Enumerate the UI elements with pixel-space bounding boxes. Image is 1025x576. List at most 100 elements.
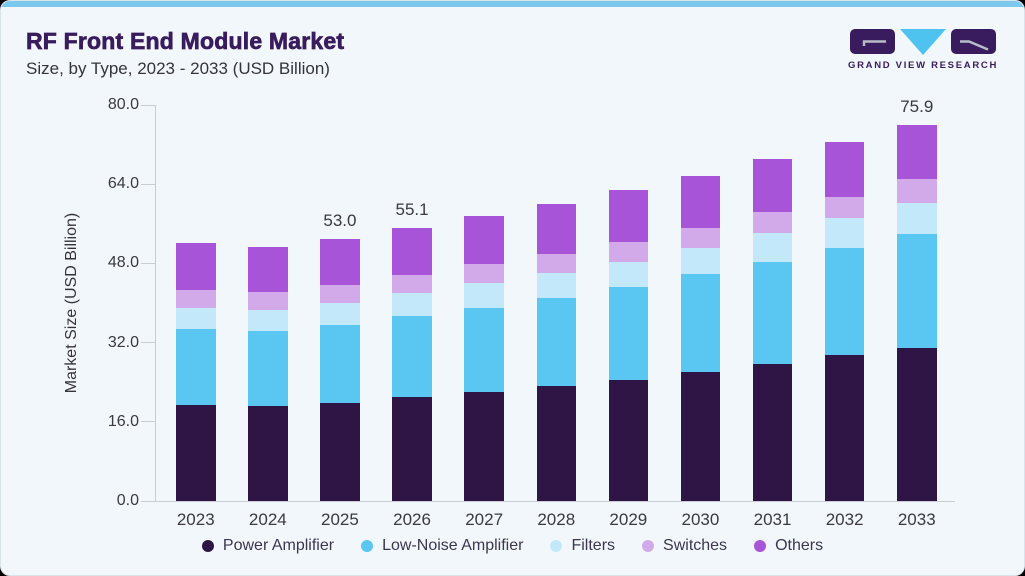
bar-segment-2033-low-noise-amplifier[interactable] [897,234,937,348]
bar-segment-2024-switches[interactable] [248,292,288,311]
bar-segment-2031-others[interactable] [752,159,793,212]
bar-segment-2026-low-noise-amplifier[interactable] [392,316,432,398]
bar-segment-2031-switches[interactable] [752,211,793,234]
legend-item-low-noise-amplifier[interactable]: Low-Noise Amplifier [361,537,523,555]
gvr-logo-text: GRAND VIEW RESEARCH [848,60,999,71]
bar-segment-2029-switches[interactable] [608,241,649,262]
legend-label-switches: Switches [663,537,728,554]
header: RF Front End Module Market Size, by Type… [26,28,345,79]
bar-segment-2023-switches[interactable] [176,290,216,309]
chart-legend: Power Amplifier Low-Noise Amplifier Filter… [1,537,1024,555]
y-tick-label-64.0: 64.0 [107,175,139,193]
x-tick-label-2023: 2023 [176,510,215,529]
legend-dot-power-amplifier [201,540,214,552]
y-tick-label-48.0: 48.0 [107,254,139,272]
legend-label-filters: Filters [571,537,616,554]
bar-segment-2028-others[interactable] [536,203,576,254]
bar-segment-2027-power-amplifier[interactable] [464,391,504,501]
bar-segment-2028-power-amplifier[interactable] [536,385,576,501]
gvr-logo[interactable]: GRAND VIEW RESEARCH [848,28,998,71]
y-tick-label-32.0: 32.0 [107,333,139,351]
bar-segment-2026-others[interactable] [392,228,432,276]
bar-segment-2033-filters[interactable] [897,203,937,235]
y-tick-mark-16.0 [141,421,155,423]
bar-segment-2031-power-amplifier[interactable] [752,364,793,501]
y-axis-title: Market Size (USD Billion) [63,212,80,394]
x-tick-label-2027: 2027 [465,510,504,529]
bar-segment-2023-filters[interactable] [176,308,216,330]
y-tick-mark-0.0 [141,500,155,502]
x-tick-label-2024: 2024 [248,510,287,529]
legend-item-switches[interactable]: Switches [642,537,727,555]
bar-segment-2027-filters[interactable] [464,283,504,308]
bar-segment-2033-switches[interactable] [897,179,937,204]
bar-segment-2029-power-amplifier[interactable] [608,379,649,501]
legend-item-power-amplifier[interactable]: Power Amplifier [201,537,335,555]
bar-segment-2026-power-amplifier[interactable] [392,397,432,501]
legend-label-others: Others [775,537,824,554]
legend-dot-switches [642,540,655,552]
bar-segment-2027-others[interactable] [464,216,504,265]
bar-segment-2030-power-amplifier[interactable] [680,371,721,501]
bar-segment-2033-power-amplifier[interactable] [897,347,937,501]
bar-segment-2023-power-amplifier[interactable] [176,405,216,501]
bar-segment-2027-switches[interactable] [464,264,504,284]
bar-segment-2026-filters[interactable] [392,293,432,317]
bar-segment-2030-switches[interactable] [680,227,721,248]
bar-segment-2024-filters[interactable] [248,310,288,332]
x-tick-label-2026: 2026 [393,510,431,529]
bar-segment-2028-filters[interactable] [536,272,576,298]
bar-segment-2032-low-noise-amplifier[interactable] [824,247,865,356]
bar-segment-2027-low-noise-amplifier[interactable] [464,307,504,392]
y-tick-label-16.0: 16.0 [107,412,139,430]
x-tick-label-2031: 2031 [753,510,792,529]
y-tick-label-0.0: 0.0 [116,492,139,509]
y-tick-mark-64.0 [141,183,155,185]
bar-segment-2023-others[interactable] [176,242,216,291]
bar-segment-2024-others[interactable] [248,247,288,293]
bar-segment-2031-low-noise-amplifier[interactable] [752,262,793,365]
y-tick-mark-80.0 [141,104,155,106]
legend-label-low-noise-amplifier: Low-Noise Amplifier [382,537,524,554]
top-accent-bar [1,1,1024,7]
bar-segment-2025-power-amplifier[interactable] [320,403,360,501]
bar-segment-2025-filters[interactable] [320,302,360,325]
gvr-logo-icon [850,29,996,55]
bar-segment-2024-power-amplifier[interactable] [248,406,288,501]
legend-dot-low-noise-amplifier [361,540,374,552]
x-tick-label-2029: 2029 [609,510,648,529]
legend-label-power-amplifier: Power Amplifier [222,537,335,554]
bar-segment-2033-others[interactable] [897,125,937,180]
bar-segment-2028-switches[interactable] [536,253,576,273]
x-tick-label-2030: 2030 [681,510,720,529]
bar-segment-2023-low-noise-amplifier[interactable] [176,329,216,406]
bar-segment-2030-others[interactable] [680,176,721,228]
legend-item-others[interactable]: Others [754,537,823,555]
bar-segment-2030-filters[interactable] [680,247,721,275]
bar-segment-2025-others[interactable] [320,238,360,286]
bar-segment-2032-switches[interactable] [824,197,865,219]
plot-area: 0.0 16.0 32.0 48.0 64.0 80.0 2023 2024 53.0 2025 5… [108,96,955,529]
bar-segment-2031-filters[interactable] [752,233,793,263]
bar-segment-2032-others[interactable] [824,142,865,198]
bar-segment-2029-filters[interactable] [608,261,649,288]
bar-segment-2025-switches[interactable] [320,285,360,303]
bar-segment-2029-others[interactable] [608,190,649,242]
legend-dot-filters [550,540,563,552]
bar-segment-2025-low-noise-amplifier[interactable] [320,324,360,403]
bar-segment-2026-switches[interactable] [392,275,432,294]
bar-segment-2032-filters[interactable] [824,218,865,248]
bar-segment-2032-power-amplifier[interactable] [824,355,865,501]
bar-segment-2024-low-noise-amplifier[interactable] [248,331,288,407]
page-title: RF Front End Module Market [26,28,345,55]
bar-segment-2030-low-noise-amplifier[interactable] [680,274,721,372]
x-tick-label-2033: 2033 [897,510,936,529]
legend-item-filters[interactable]: Filters [550,537,615,555]
x-tick-label-2028: 2028 [537,510,576,529]
y-tick-mark-48.0 [141,262,155,264]
bar-total-label-2026: 55.1 [395,200,429,220]
legend-dot-others [754,540,767,552]
bar-segment-2029-low-noise-amplifier[interactable] [608,287,649,380]
bar-segment-2028-low-noise-amplifier[interactable] [536,297,576,386]
